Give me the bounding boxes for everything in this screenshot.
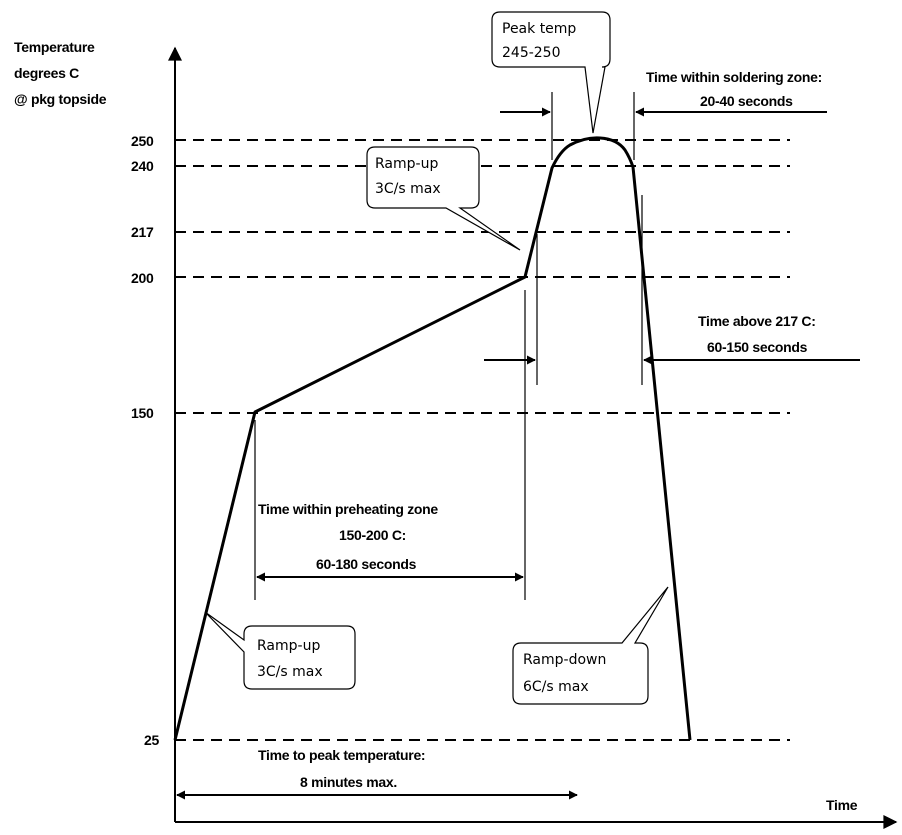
above-217-label-2: 60-150 seconds xyxy=(707,339,808,355)
ramp-up-bottom-callout-line-1: Ramp-up xyxy=(257,638,320,654)
preheat-label-1: Time within preheating zone xyxy=(258,501,438,517)
ramp-up-top-callout-line-1: Ramp-up xyxy=(375,156,438,172)
soldering-zone-label-2: 20-40 seconds xyxy=(700,93,793,109)
x-axis-title: Time xyxy=(826,797,858,813)
tick-250: 250 xyxy=(131,133,154,149)
peak-temp-callout xyxy=(491,11,611,134)
ramp-down-callout-line-1: Ramp-down xyxy=(523,652,606,668)
time-to-peak-label-2: 8 minutes max. xyxy=(300,774,397,790)
time-to-peak-label-1: Time to peak temperature: xyxy=(258,747,425,763)
ramp-up-top-callout xyxy=(366,146,521,251)
peak-temp-callout-line-1: Peak temp xyxy=(502,21,576,37)
peak-temp-callout-line-2: 245-250 xyxy=(502,45,561,61)
tick-217: 217 xyxy=(131,224,154,240)
tick-150: 150 xyxy=(131,405,154,421)
y-axis-title-line-3: @ pkg topside xyxy=(14,91,107,107)
ramp-down-callout-line-2: 6C/s max xyxy=(523,679,589,695)
preheat-label-2: 150-200 C: xyxy=(339,527,406,543)
tick-25: 25 xyxy=(144,732,159,748)
y-axis-title-line-2: degrees C xyxy=(14,65,79,81)
tick-200: 200 xyxy=(131,270,154,286)
ramp-down-callout xyxy=(512,586,669,705)
tick-240: 240 xyxy=(131,158,154,174)
above-217-label-1: Time above 217 C: xyxy=(698,313,816,329)
ramp-up-bottom-callout-line-2: 3C/s max xyxy=(257,664,323,680)
temperature-profile-curve xyxy=(173,136,692,741)
preheat-label-3: 60-180 seconds xyxy=(316,556,417,572)
ramp-up-bottom-callout xyxy=(204,611,356,690)
y-axis-title-line-1: Temperature xyxy=(14,39,95,55)
ramp-up-top-callout-line-2: 3C/s max xyxy=(375,181,441,197)
soldering-zone-label-1: Time within soldering zone: xyxy=(646,69,822,85)
